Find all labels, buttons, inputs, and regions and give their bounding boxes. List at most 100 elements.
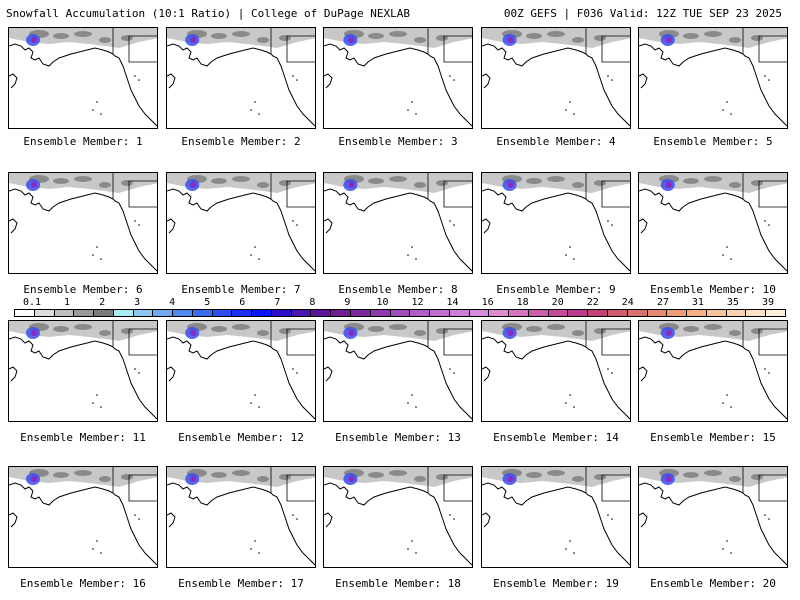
island	[292, 514, 294, 516]
legend-swatch	[588, 310, 608, 316]
island	[296, 372, 298, 374]
legend-swatch	[627, 310, 648, 316]
snow-mid-patch	[729, 182, 741, 188]
map-graphic	[482, 467, 630, 566]
snow-mid-patch	[211, 326, 227, 332]
snow-mid-patch	[99, 330, 111, 336]
island	[415, 113, 417, 115]
coastline	[9, 336, 157, 420]
map-graphic	[324, 321, 472, 420]
ensemble-map-panel	[638, 172, 788, 274]
island	[453, 79, 455, 81]
legend-label: 3	[134, 297, 141, 308]
coastline	[9, 512, 18, 528]
coastline	[482, 512, 491, 528]
snow-mid-patch	[594, 180, 606, 186]
snow-mid-patch	[704, 31, 722, 37]
snow-mid-patch	[257, 182, 269, 188]
island	[138, 518, 140, 520]
island	[449, 514, 451, 516]
snow-mid-patch	[683, 326, 699, 332]
island	[722, 548, 724, 550]
coastline	[324, 512, 333, 528]
snow-mid-patch	[232, 176, 250, 182]
ensemble-member-label: Ensemble Member: 17	[178, 577, 304, 590]
snow-max-area	[665, 182, 672, 188]
snow-max-area	[507, 476, 514, 482]
political-border	[427, 467, 472, 502]
island	[138, 372, 140, 374]
snow-mid-patch	[53, 472, 69, 478]
island	[92, 109, 94, 111]
ensemble-map-panel	[638, 466, 788, 568]
snow-mid-patch	[594, 474, 606, 480]
island	[296, 224, 298, 226]
island	[292, 368, 294, 370]
snow-mid-patch	[547, 176, 565, 182]
legend-label: 31	[691, 297, 704, 308]
island	[730, 552, 732, 554]
snow-max-area	[348, 476, 355, 482]
map-graphic	[9, 321, 157, 420]
snow-mid-patch	[389, 470, 407, 476]
island	[411, 101, 413, 103]
snow-mid-patch	[99, 182, 111, 188]
legend-swatch	[726, 310, 747, 316]
snow-mid-patch	[279, 180, 291, 186]
island	[411, 540, 413, 542]
snow-mid-patch	[547, 324, 565, 330]
island	[415, 406, 417, 408]
legend-swatch	[687, 310, 707, 316]
political-border	[427, 28, 472, 63]
island	[730, 406, 732, 408]
ensemble-map-panel	[638, 320, 788, 422]
island	[611, 79, 613, 81]
ensemble-member-label: Ensemble Member: 13	[335, 431, 461, 444]
island	[730, 113, 732, 115]
island	[726, 540, 728, 542]
snow-mid-patch	[414, 476, 426, 482]
legend-swatch	[390, 310, 411, 316]
snow-mid-patch	[751, 328, 763, 334]
snow-mid-patch	[547, 31, 565, 37]
coastline	[482, 482, 630, 566]
legend-label: 18	[516, 297, 529, 308]
island	[573, 258, 575, 260]
political-border	[742, 321, 787, 356]
snow-mid-patch	[683, 472, 699, 478]
island	[254, 540, 256, 542]
political-border	[742, 467, 787, 502]
ensemble-member-label: Ensemble Member: 8	[338, 283, 458, 296]
ensemble-member-label: Ensemble Member: 9	[496, 283, 616, 296]
island	[258, 113, 260, 115]
political-border	[585, 321, 630, 356]
island	[92, 548, 94, 550]
snow-mid-patch	[121, 474, 133, 480]
legend-label: 2	[99, 297, 106, 308]
coastline	[639, 336, 787, 420]
snow-mid-patch	[729, 476, 741, 482]
legend-swatch	[74, 310, 95, 316]
snow-mid-patch	[121, 328, 133, 334]
ensemble-map-panel	[166, 172, 316, 274]
island	[138, 79, 140, 81]
political-border	[270, 173, 315, 208]
snow-mid-patch	[526, 472, 542, 478]
map-graphic	[324, 467, 472, 566]
coastline	[482, 366, 491, 382]
map-title: Snowfall Accumulation (10:1 Ratio) | Col…	[6, 7, 410, 20]
island	[764, 220, 766, 222]
island	[565, 402, 567, 404]
coastline	[9, 188, 157, 272]
snow-mid-patch	[704, 470, 722, 476]
island	[258, 552, 260, 554]
ensemble-map-panel	[323, 172, 473, 274]
ensemble-map-panel	[481, 172, 631, 274]
snow-max-area	[190, 37, 197, 43]
snow-mid-patch	[683, 178, 699, 184]
island	[134, 220, 136, 222]
island	[449, 220, 451, 222]
legend-label: 10	[376, 297, 389, 308]
coastline	[639, 218, 648, 234]
map-graphic	[639, 28, 787, 127]
